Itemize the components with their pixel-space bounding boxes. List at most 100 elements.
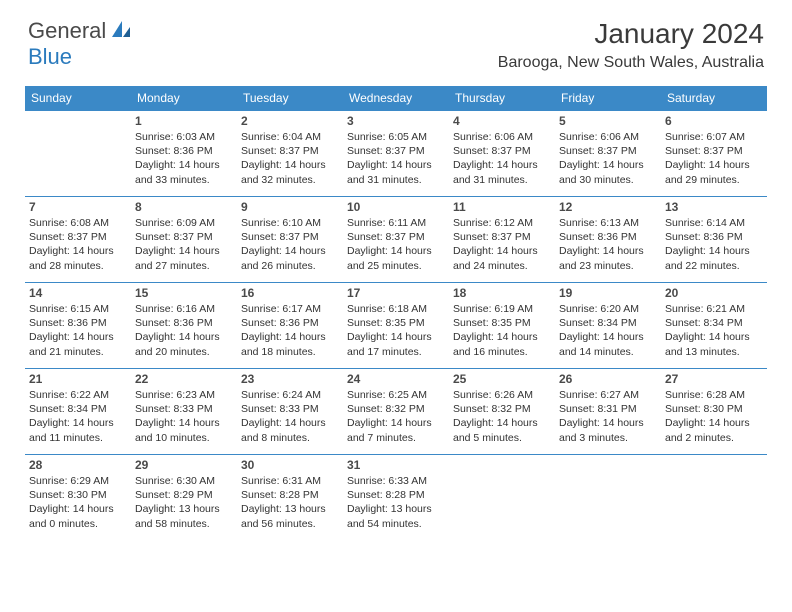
day-number: 31 <box>347 458 445 472</box>
day-number: 23 <box>241 372 339 386</box>
day-number: 9 <box>241 200 339 214</box>
day-number: 3 <box>347 114 445 128</box>
weekday-header: Sunday <box>25 86 131 111</box>
calendar-day-cell: 20 Sunrise: 6:21 AMSunset: 8:34 PMDayligh… <box>661 283 767 369</box>
day-number: 2 <box>241 114 339 128</box>
day-number: 13 <box>665 200 763 214</box>
calendar-day-cell: 27Sunrise: 6:28 AMSunset: 8:30 PMDayligh… <box>661 369 767 455</box>
day-number: 10 <box>347 200 445 214</box>
calendar-day-cell: 7Sunrise: 6:08 AMSunset: 8:37 PMDaylight… <box>25 197 131 283</box>
calendar-day-cell: 22Sunrise: 6:23 AMSunset: 8:33 PMDayligh… <box>131 369 237 455</box>
day-info: Sunrise: 6:26 AMSunset: 8:32 PMDaylight:… <box>453 388 551 445</box>
month-title: January 2024 <box>498 18 764 50</box>
day-info: Sunrise: 6:27 AMSunset: 8:31 PMDaylight:… <box>559 388 657 445</box>
logo-sail-icon <box>110 19 132 44</box>
calendar-week-row: 1 Sunrise: 6:03 AMSunset: 8:36 PMDaylight… <box>25 111 767 197</box>
calendar-day-cell: 29 Sunrise: 6:30 AMSunset: 8:29 PMDayligh… <box>131 455 237 541</box>
day-info: Sunrise: 6:13 AMSunset: 8:36 PMDaylight:… <box>559 216 657 273</box>
day-number: 11 <box>453 200 551 214</box>
day-info: Sunrise: 6:25 AMSunset: 8:32 PMDaylight:… <box>347 388 445 445</box>
logo-text-general: General <box>28 18 106 44</box>
day-info: Sunrise: 6:14 AMSunset: 8:36 PMDaylight:… <box>665 216 763 273</box>
logo-text-blue: Blue <box>28 44 72 69</box>
day-info: Sunrise: 6:16 AMSunset: 8:36 PMDaylight:… <box>135 302 233 359</box>
day-number: 18 <box>453 286 551 300</box>
day-number: 17 <box>347 286 445 300</box>
calendar-week-row: 7Sunrise: 6:08 AMSunset: 8:37 PMDaylight… <box>25 197 767 283</box>
calendar-week-row: 28 Sunrise: 6:29 AMSunset: 8:30 PMDayligh… <box>25 455 767 541</box>
day-info: Sunrise: 6:21 AMSunset: 8:34 PMDaylight:… <box>665 302 763 359</box>
day-number: 26 <box>559 372 657 386</box>
day-number: 21 <box>29 372 127 386</box>
calendar-day-cell <box>25 111 131 197</box>
calendar-day-cell: 30 Sunrise: 6:31 AMSunset: 8:28 PMDayligh… <box>237 455 343 541</box>
calendar-day-cell: 3 Sunrise: 6:05 AMSunset: 8:37 PMDaylight… <box>343 111 449 197</box>
day-info: Sunrise: 6:24 AMSunset: 8:33 PMDaylight:… <box>241 388 339 445</box>
calendar-day-cell: 23 Sunrise: 6:24 AMSunset: 8:33 PMDayligh… <box>237 369 343 455</box>
calendar-day-cell: 17 Sunrise: 6:18 AMSunset: 8:35 PMDayligh… <box>343 283 449 369</box>
day-info: Sunrise: 6:22 AMSunset: 8:34 PMDaylight:… <box>29 388 127 445</box>
weekday-header: Friday <box>555 86 661 111</box>
day-info: Sunrise: 6:30 AMSunset: 8:29 PMDaylight:… <box>135 474 233 531</box>
weekday-header: Thursday <box>449 86 555 111</box>
calendar-day-cell: 6 Sunrise: 6:07 AMSunset: 8:37 PMDaylight… <box>661 111 767 197</box>
day-info: Sunrise: 6:09 AMSunset: 8:37 PMDaylight:… <box>135 216 233 273</box>
day-info: Sunrise: 6:05 AMSunset: 8:37 PMDaylight:… <box>347 130 445 187</box>
calendar-day-cell: 15 Sunrise: 6:16 AMSunset: 8:36 PMDayligh… <box>131 283 237 369</box>
day-number: 6 <box>665 114 763 128</box>
calendar-day-cell: 12 Sunrise: 6:13 AMSunset: 8:36 PMDayligh… <box>555 197 661 283</box>
calendar-day-cell: 10 Sunrise: 6:11 AMSunset: 8:37 PMDayligh… <box>343 197 449 283</box>
day-info: Sunrise: 6:20 AMSunset: 8:34 PMDaylight:… <box>559 302 657 359</box>
calendar-table: SundayMondayTuesdayWednesdayThursdayFrid… <box>25 86 767 541</box>
calendar-day-cell: 5 Sunrise: 6:06 AMSunset: 8:37 PMDaylight… <box>555 111 661 197</box>
day-info: Sunrise: 6:08 AMSunset: 8:37 PMDaylight:… <box>29 216 127 273</box>
day-info: Sunrise: 6:10 AMSunset: 8:37 PMDaylight:… <box>241 216 339 273</box>
day-number: 19 <box>559 286 657 300</box>
day-info: Sunrise: 6:23 AMSunset: 8:33 PMDaylight:… <box>135 388 233 445</box>
day-number: 14 <box>29 286 127 300</box>
day-info: Sunrise: 6:33 AMSunset: 8:28 PMDaylight:… <box>347 474 445 531</box>
day-number: 30 <box>241 458 339 472</box>
day-number: 29 <box>135 458 233 472</box>
day-info: Sunrise: 6:06 AMSunset: 8:37 PMDaylight:… <box>453 130 551 187</box>
day-number: 15 <box>135 286 233 300</box>
calendar-day-cell: 8Sunrise: 6:09 AMSunset: 8:37 PMDaylight… <box>131 197 237 283</box>
title-block: January 2024 Barooga, New South Wales, A… <box>498 18 764 72</box>
calendar-day-cell: 26 Sunrise: 6:27 AMSunset: 8:31 PMDayligh… <box>555 369 661 455</box>
day-info: Sunrise: 6:19 AMSunset: 8:35 PMDaylight:… <box>453 302 551 359</box>
day-info: Sunrise: 6:03 AMSunset: 8:36 PMDaylight:… <box>135 130 233 187</box>
weekday-header: Tuesday <box>237 86 343 111</box>
day-number: 28 <box>29 458 127 472</box>
logo: General <box>28 18 134 44</box>
calendar-day-cell: 4Sunrise: 6:06 AMSunset: 8:37 PMDaylight… <box>449 111 555 197</box>
day-info: Sunrise: 6:06 AMSunset: 8:37 PMDaylight:… <box>559 130 657 187</box>
day-number: 12 <box>559 200 657 214</box>
day-info: Sunrise: 6:07 AMSunset: 8:37 PMDaylight:… <box>665 130 763 187</box>
calendar-day-cell: 31 Sunrise: 6:33 AMSunset: 8:28 PMDayligh… <box>343 455 449 541</box>
calendar-day-cell: 19 Sunrise: 6:20 AMSunset: 8:34 PMDayligh… <box>555 283 661 369</box>
weekday-header: Saturday <box>661 86 767 111</box>
calendar-day-cell: 28 Sunrise: 6:29 AMSunset: 8:30 PMDayligh… <box>25 455 131 541</box>
day-number: 1 <box>135 114 233 128</box>
day-info: Sunrise: 6:29 AMSunset: 8:30 PMDaylight:… <box>29 474 127 531</box>
calendar-day-cell: 25Sunrise: 6:26 AMSunset: 8:32 PMDayligh… <box>449 369 555 455</box>
calendar-day-cell <box>449 455 555 541</box>
calendar-day-cell: 14 Sunrise: 6:15 AMSunset: 8:36 PMDayligh… <box>25 283 131 369</box>
calendar-day-cell: 9 Sunrise: 6:10 AMSunset: 8:37 PMDaylight… <box>237 197 343 283</box>
day-number: 20 <box>665 286 763 300</box>
day-info: Sunrise: 6:15 AMSunset: 8:36 PMDaylight:… <box>29 302 127 359</box>
day-info: Sunrise: 6:11 AMSunset: 8:37 PMDaylight:… <box>347 216 445 273</box>
calendar-day-cell <box>661 455 767 541</box>
day-info: Sunrise: 6:28 AMSunset: 8:30 PMDaylight:… <box>665 388 763 445</box>
calendar-day-cell: 24Sunrise: 6:25 AMSunset: 8:32 PMDayligh… <box>343 369 449 455</box>
day-info: Sunrise: 6:31 AMSunset: 8:28 PMDaylight:… <box>241 474 339 531</box>
calendar-week-row: 21 Sunrise: 6:22 AMSunset: 8:34 PMDayligh… <box>25 369 767 455</box>
calendar-day-cell: 2Sunrise: 6:04 AMSunset: 8:37 PMDaylight… <box>237 111 343 197</box>
calendar-week-row: 14 Sunrise: 6:15 AMSunset: 8:36 PMDayligh… <box>25 283 767 369</box>
calendar-day-cell: 13 Sunrise: 6:14 AMSunset: 8:36 PMDayligh… <box>661 197 767 283</box>
day-info: Sunrise: 6:18 AMSunset: 8:35 PMDaylight:… <box>347 302 445 359</box>
weekday-header: Monday <box>131 86 237 111</box>
day-number: 5 <box>559 114 657 128</box>
header: General January 2024 Barooga, New South … <box>0 0 792 76</box>
calendar-day-cell: 18 Sunrise: 6:19 AMSunset: 8:35 PMDayligh… <box>449 283 555 369</box>
